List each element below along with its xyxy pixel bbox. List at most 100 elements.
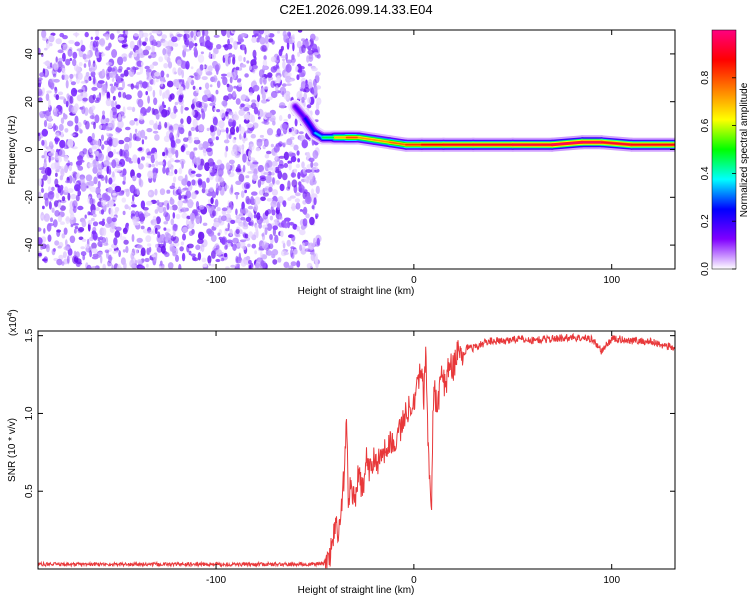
noise-speck — [122, 30, 126, 34]
noise-speck — [215, 258, 221, 263]
noise-speck — [51, 248, 56, 256]
noise-speck — [177, 67, 183, 76]
noise-speck — [75, 77, 80, 84]
noise-speck — [154, 188, 158, 196]
noise-speck — [138, 265, 146, 269]
noise-speck — [47, 122, 53, 129]
noise-speck — [215, 136, 219, 141]
noise-speck — [282, 30, 287, 38]
noise-speck — [139, 30, 144, 39]
noise-speck — [108, 42, 112, 49]
noise-speck — [301, 139, 309, 149]
noise-speck — [111, 217, 117, 223]
noise-speck — [57, 245, 62, 249]
noise-speck — [195, 215, 201, 225]
noise-speck — [221, 215, 227, 222]
noise-speck — [160, 70, 165, 78]
noise-speck — [316, 97, 322, 106]
noise-speck — [75, 251, 80, 259]
noise-speck — [264, 34, 269, 44]
noise-speck — [161, 34, 167, 40]
noise-speck — [77, 155, 84, 163]
noise-speck — [187, 199, 194, 209]
noise-speck — [288, 222, 295, 226]
noise-speck — [299, 244, 303, 251]
noise-speck — [250, 133, 256, 139]
noise-speck — [45, 243, 50, 253]
noise-speck — [278, 155, 285, 159]
noise-speck — [198, 179, 203, 186]
noise-speck — [87, 211, 91, 216]
noise-speck — [285, 83, 292, 86]
noise-speck — [173, 176, 177, 183]
noise-speck — [144, 37, 149, 42]
noise-speck — [270, 56, 276, 63]
noise-speck — [227, 55, 231, 65]
noise-speck — [63, 74, 69, 81]
noise-speck — [194, 42, 198, 47]
noise-speck — [101, 192, 108, 201]
noise-speck — [288, 32, 291, 39]
noise-speck — [122, 227, 128, 235]
snr-series-line — [38, 332, 675, 569]
noise-speck — [102, 124, 107, 131]
ridge-segment — [357, 136, 376, 141]
noise-speck — [109, 33, 115, 40]
snr-frame — [37, 330, 676, 570]
noise-speck — [102, 263, 106, 269]
noise-speck — [152, 89, 156, 98]
noise-speck — [72, 223, 79, 226]
noise-speck — [170, 197, 173, 201]
noise-speck — [192, 118, 198, 128]
snr-x-tick-label: -100 — [206, 575, 226, 586]
noise-speck — [175, 81, 180, 89]
noise-speck — [309, 251, 315, 255]
noise-speck — [155, 113, 160, 120]
noise-speck — [99, 236, 103, 241]
noise-speck — [271, 161, 278, 167]
noise-speck — [86, 264, 92, 269]
noise-speck — [101, 134, 104, 141]
noise-speck — [47, 152, 55, 157]
noise-speck — [197, 124, 205, 132]
noise-speck — [63, 246, 70, 251]
noise-speck — [264, 210, 269, 217]
noise-speck — [78, 62, 83, 67]
noise-speck — [193, 136, 199, 141]
noise-speck — [252, 161, 259, 165]
noise-speck — [82, 97, 88, 102]
noise-speck — [80, 44, 86, 52]
noise-speck — [232, 30, 235, 33]
noise-speck — [146, 128, 153, 133]
noise-speck — [50, 162, 57, 170]
noise-speck — [76, 94, 83, 102]
noise-speck — [154, 227, 158, 234]
noise-speck — [64, 186, 69, 193]
noise-speck — [281, 122, 288, 130]
noise-speck — [188, 135, 193, 144]
noise-speck — [128, 52, 132, 58]
noise-speck — [316, 237, 320, 246]
noise-speck — [248, 143, 255, 151]
noise-speck — [277, 170, 283, 180]
noise-speck — [238, 213, 244, 217]
noise-speck — [141, 156, 145, 161]
noise-speck — [290, 57, 296, 64]
noise-speck — [114, 168, 121, 173]
noise-speck — [204, 30, 208, 36]
noise-speck — [256, 94, 261, 102]
noise-speck — [230, 264, 236, 268]
noise-speck — [163, 221, 168, 225]
noise-speck — [144, 65, 150, 70]
noise-speck — [77, 190, 81, 197]
noise-speck — [206, 177, 210, 183]
noise-speck — [52, 73, 57, 78]
noise-speck — [144, 136, 148, 140]
noise-speck — [77, 89, 84, 93]
noise-speck — [48, 155, 51, 163]
noise-speck — [92, 40, 98, 48]
noise-speck — [286, 41, 290, 50]
noise-speck — [223, 95, 229, 102]
noise-speck — [122, 168, 127, 176]
noise-speck — [214, 199, 219, 208]
